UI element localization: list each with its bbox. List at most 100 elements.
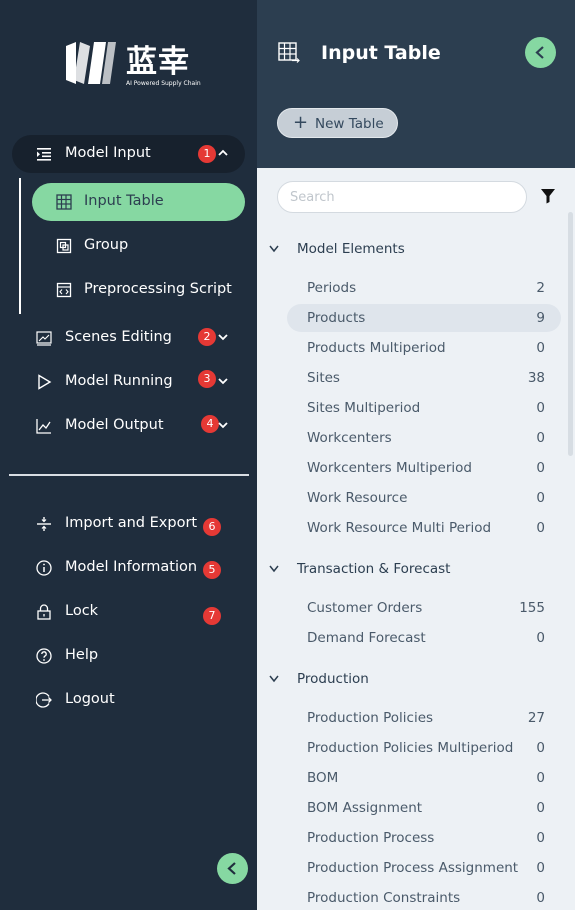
group-header-model-elements[interactable]: Model Elements	[269, 234, 549, 264]
panel-header: Input Table + New Table	[257, 0, 575, 168]
logout-icon	[36, 692, 52, 708]
table-row[interactable]: Production Policies 27	[287, 704, 561, 732]
nav-item-import-export[interactable]: Import and Export 6	[12, 505, 245, 543]
row-count: 0	[536, 630, 545, 646]
table-row[interactable]: Work Resource Multi Period 0	[287, 514, 561, 542]
group-icon	[56, 238, 72, 254]
sub-item-label: Group	[84, 237, 129, 253]
table-row[interactable]: Products 9	[287, 304, 561, 332]
row-label: Products	[307, 310, 366, 326]
row-label: Production Constraints	[307, 890, 461, 906]
notification-badge: 7	[203, 607, 221, 625]
table-row[interactable]: BOM 0	[287, 764, 561, 792]
row-count: 0	[536, 520, 545, 536]
table-row[interactable]: BOM Assignment 0	[287, 794, 561, 822]
notification-badge: 6	[203, 518, 221, 536]
chevron-left-icon	[227, 862, 236, 875]
row-count: 0	[536, 400, 545, 416]
nav-item-label: Lock	[65, 603, 99, 619]
table-icon	[56, 194, 72, 210]
row-count: 0	[536, 770, 545, 786]
row-count: 27	[527, 710, 545, 726]
table-row[interactable]: Customer Orders 155	[287, 594, 561, 622]
row-count: 0	[536, 430, 545, 446]
row-count: 0	[536, 830, 545, 846]
brand-logo: 蓝幸 AI Powered Supply Chain	[60, 38, 201, 90]
row-label: Sites	[307, 370, 340, 386]
table-row[interactable]: Products Multiperiod 0	[287, 334, 561, 362]
row-label: Sites Multiperiod	[307, 400, 421, 416]
chevron-down-icon[interactable]	[217, 375, 229, 387]
row-label: Production Process	[307, 830, 435, 846]
table-row[interactable]: Demand Forecast 0	[287, 624, 561, 652]
nav-item-model-information[interactable]: Model Information 5	[12, 549, 245, 587]
row-label: BOM	[307, 770, 339, 786]
collapse-panel-button[interactable]	[525, 37, 556, 68]
table-row[interactable]: Production Process 0	[287, 824, 561, 852]
chevron-down-icon	[269, 565, 279, 573]
group-label: Model Elements	[297, 241, 405, 257]
row-count: 155	[519, 600, 545, 616]
row-label: Production Process Assignment	[307, 860, 519, 876]
indent-list-icon	[37, 148, 51, 161]
collapse-sidebar-button[interactable]	[217, 853, 248, 884]
new-table-label: New Table	[315, 116, 384, 132]
table-row[interactable]: Sites 38	[287, 364, 561, 392]
table-row[interactable]: Work Resource 0	[287, 484, 561, 512]
scene-icon	[36, 331, 52, 346]
new-table-button[interactable]: + New Table	[277, 108, 398, 138]
table-row[interactable]: Workcenters 0	[287, 424, 561, 452]
notification-badge: 4	[201, 415, 219, 433]
row-label: Periods	[307, 280, 357, 296]
row-label: BOM Assignment	[307, 800, 423, 816]
nav-item-label: Model Output	[65, 417, 164, 433]
nav-item-model-output[interactable]: Model Output 4	[12, 407, 245, 445]
nav-item-label: Help	[65, 647, 99, 663]
group-header-production[interactable]: Production	[269, 664, 549, 694]
row-label: Production Policies	[307, 710, 434, 726]
nav-item-help[interactable]: Help	[12, 637, 245, 675]
row-label: Workcenters Multiperiod	[307, 460, 472, 476]
nav-item-lock[interactable]: Lock 7	[12, 593, 245, 631]
chevron-down-icon[interactable]	[217, 331, 229, 343]
chevron-down-icon	[269, 675, 279, 683]
row-label: Work Resource Multi Period	[307, 520, 492, 536]
nav-item-logout[interactable]: Logout	[12, 681, 245, 719]
sub-item-label: Input Table	[84, 193, 164, 209]
page-title: Input Table	[321, 42, 441, 64]
sub-item-label: Preprocessing Script	[84, 281, 232, 297]
group-header-transaction-forecast[interactable]: Transaction & Forecast	[269, 554, 549, 584]
chevron-left-icon	[535, 46, 544, 59]
scrollbar-thumb[interactable]	[568, 212, 573, 456]
table-row[interactable]: Production Policies Multiperiod 0	[287, 734, 561, 762]
table-row[interactable]: Production Process Assignment 0	[287, 854, 561, 882]
logo-mark-icon	[66, 42, 116, 84]
info-icon	[36, 560, 52, 576]
row-label: Customer Orders	[307, 600, 423, 616]
row-count: 0	[536, 490, 545, 506]
notification-badge: 3	[198, 370, 216, 388]
nav-item-model-running[interactable]: Model Running 3	[12, 363, 245, 401]
filter-icon[interactable]	[541, 188, 555, 204]
row-count: 0	[536, 740, 545, 756]
table-row[interactable]: Production Constraints 0	[287, 884, 561, 910]
chevron-down-icon[interactable]	[217, 419, 229, 431]
nav-item-model-input[interactable]: Model Input 1	[12, 135, 245, 173]
row-count: 0	[536, 860, 545, 876]
search-input[interactable]	[277, 181, 527, 213]
table-row[interactable]: Workcenters Multiperiod 0	[287, 454, 561, 482]
notification-badge: 2	[198, 328, 216, 346]
sub-item-group[interactable]: Group	[32, 227, 245, 265]
sub-item-input-table[interactable]: Input Table	[32, 183, 245, 221]
play-icon	[38, 374, 52, 390]
input-table-panel: Input Table + New Table Model Elements P…	[257, 0, 575, 910]
sub-item-preprocessing-script[interactable]: Preprocessing Script	[32, 271, 245, 309]
nav-item-scenes-editing[interactable]: Scenes Editing 2	[12, 319, 245, 357]
group-label: Transaction & Forecast	[297, 561, 451, 577]
chevron-up-icon[interactable]	[217, 147, 229, 159]
nav-item-label: Model Input	[65, 145, 151, 161]
table-row[interactable]: Sites Multiperiod 0	[287, 394, 561, 422]
table-row[interactable]: Periods 2	[287, 274, 561, 302]
nav-item-label: Scenes Editing	[65, 329, 172, 345]
table-icon	[278, 42, 300, 63]
